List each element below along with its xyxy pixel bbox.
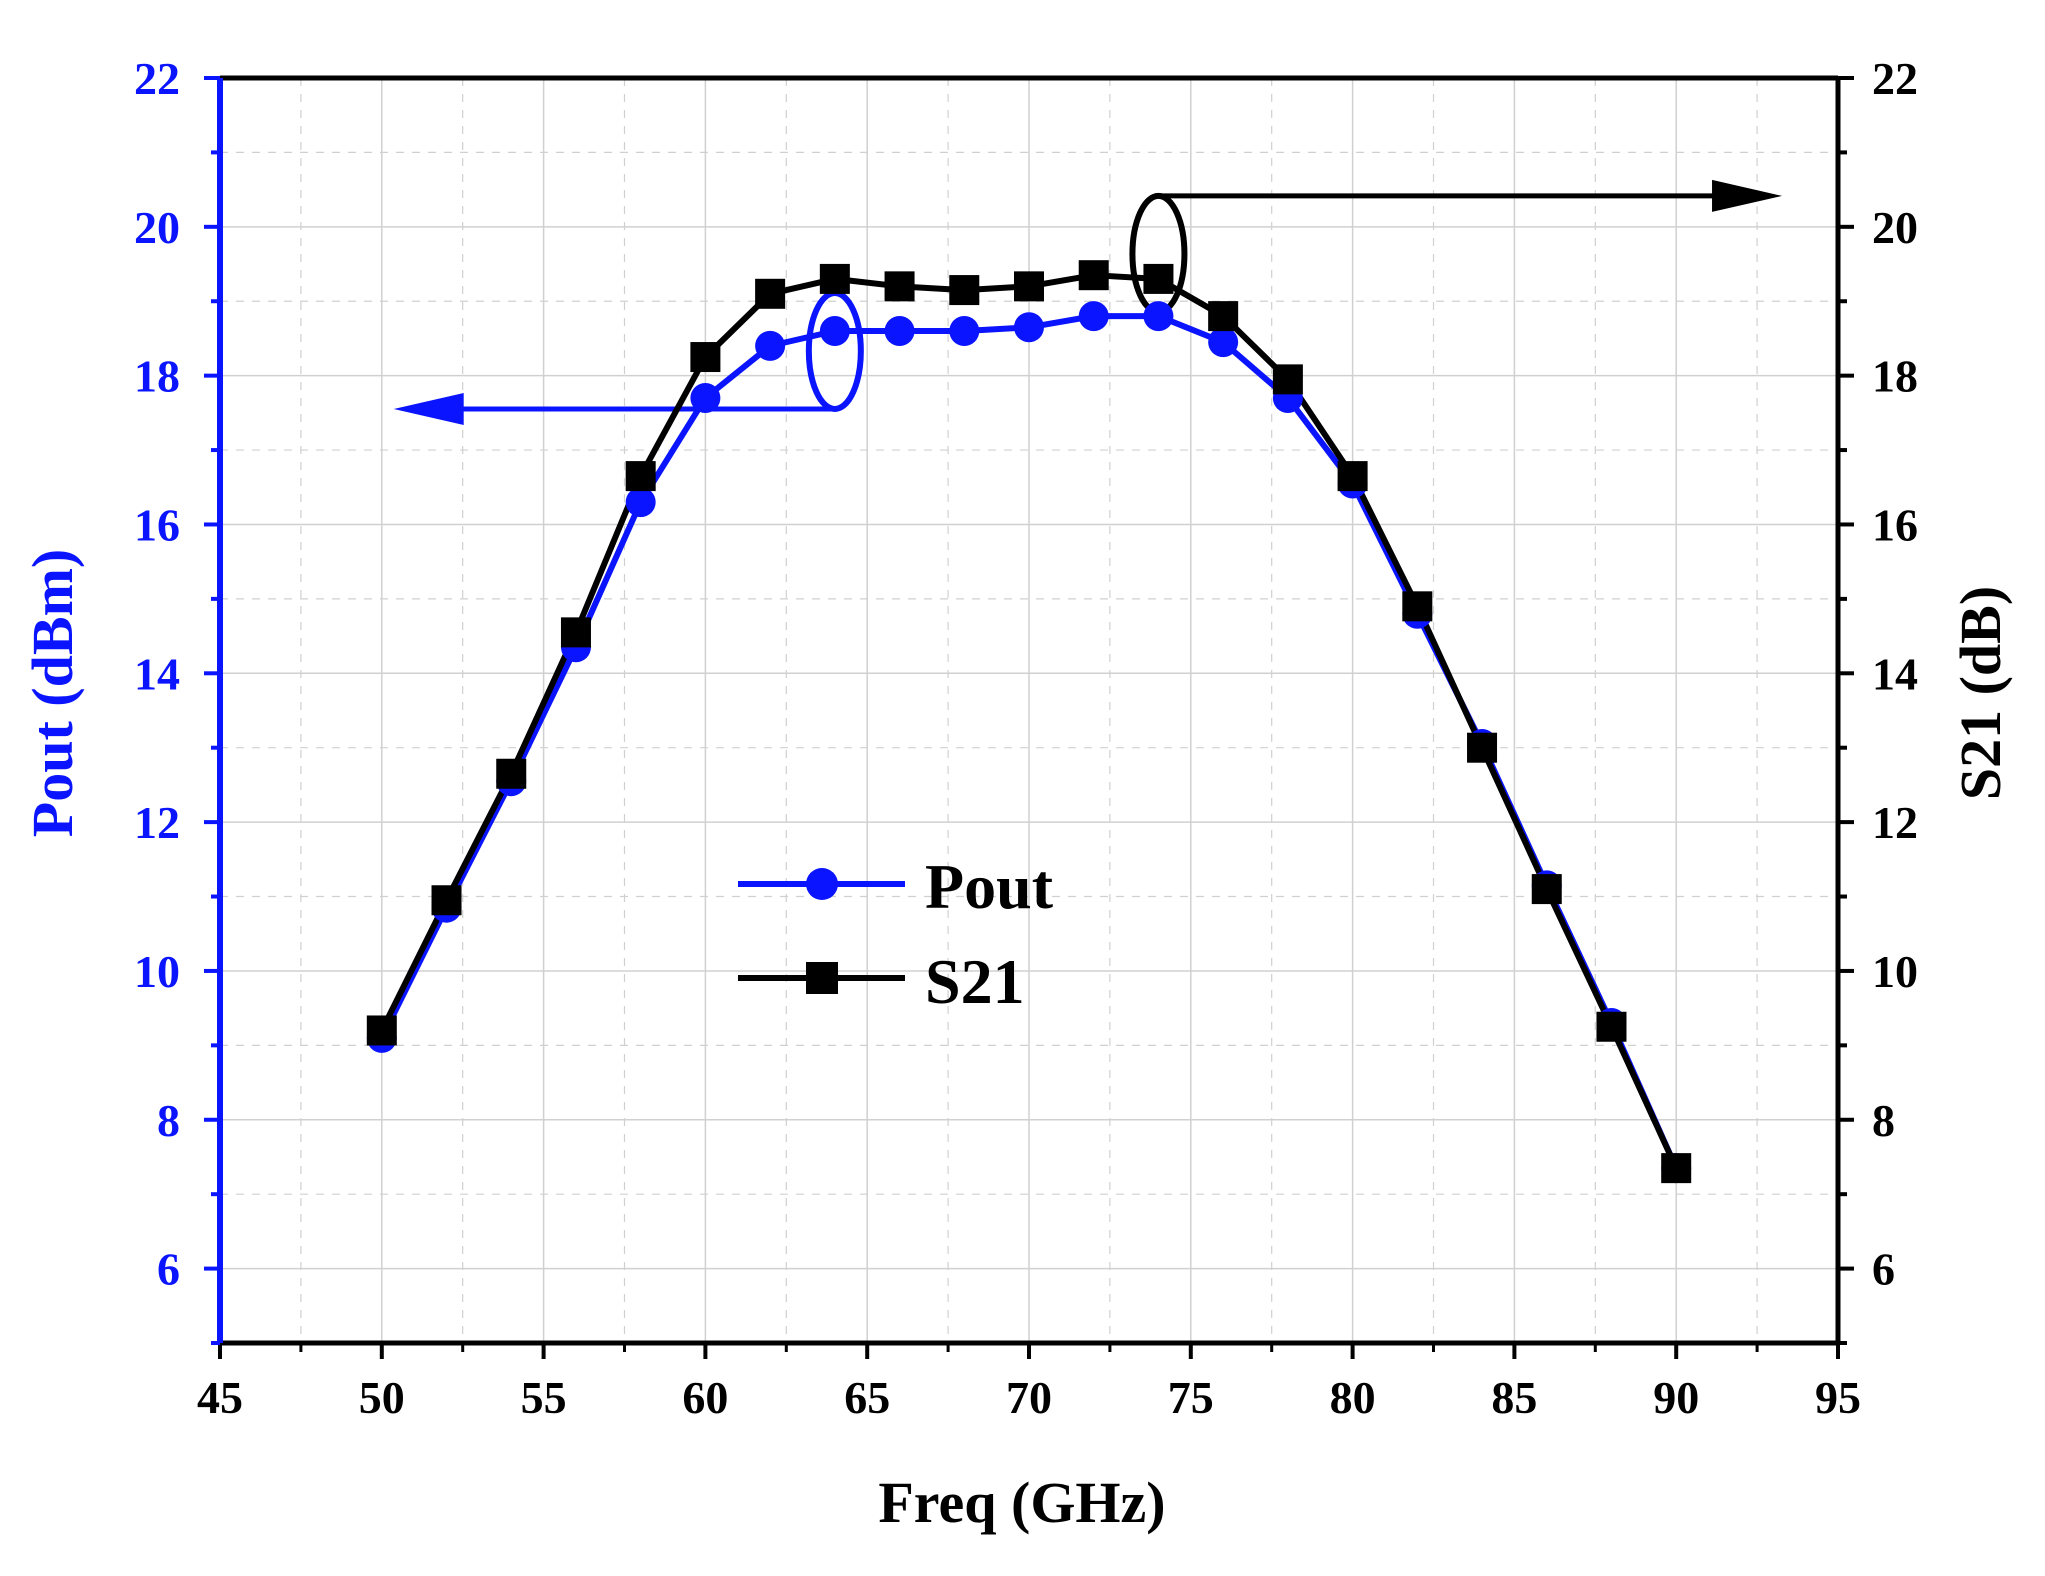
y-tick-label-left: 6 (157, 1244, 180, 1295)
y-tick-label-left: 18 (134, 351, 180, 402)
series (366, 260, 1692, 1184)
data-point-s21 (1337, 461, 1368, 492)
y-tick-label-right: 16 (1872, 499, 1918, 550)
data-point-s21 (1143, 263, 1174, 294)
data-point-s21 (1531, 874, 1562, 905)
y-tick-label-left: 12 (134, 797, 180, 848)
x-tick-label: 65 (844, 1372, 890, 1423)
data-point-pout (625, 487, 656, 518)
x-axis-title: Freq (GHz) (878, 1470, 1165, 1535)
data-point-s21 (1014, 271, 1044, 302)
data-point-s21 (1078, 260, 1109, 291)
x-tick-label: 70 (1006, 1372, 1052, 1423)
legend-marker-s21 (806, 962, 838, 994)
data-point-s21 (1272, 364, 1303, 395)
y-axis-title-right: S21 (dB) (1948, 586, 2013, 800)
axes (204, 75, 1854, 1359)
legend-label-s21: S21 (925, 946, 1025, 1017)
legend-label-pout: Pout (925, 851, 1054, 922)
y-tick-label-left: 14 (134, 648, 180, 699)
legend-marker-pout (806, 868, 838, 900)
data-point-s21 (819, 263, 850, 294)
y-tick-label-right: 22 (1872, 53, 1918, 104)
data-point-pout (755, 330, 786, 361)
data-point-s21 (625, 461, 656, 492)
y-tick-label-left: 22 (134, 53, 180, 104)
data-point-s21 (1467, 732, 1498, 763)
x-tick-label: 45 (197, 1372, 243, 1423)
data-point-pout (884, 316, 915, 346)
data-point-pout (690, 382, 721, 413)
y-tick-label-left: 20 (134, 202, 180, 253)
annotation-ellipse-pout (805, 290, 864, 412)
x-tick-label: 80 (1330, 1372, 1376, 1423)
data-point-s21 (431, 885, 462, 916)
annotation-ellipse-s21 (1129, 192, 1188, 315)
data-point-pout (1143, 301, 1174, 332)
data-point-pout (949, 316, 980, 346)
x-tick-label: 95 (1815, 1372, 1861, 1423)
data-point-s21 (1208, 301, 1239, 332)
data-point-pout (1078, 301, 1109, 332)
x-tick-label: 85 (1491, 1372, 1537, 1423)
y-tick-label-left: 8 (157, 1095, 180, 1146)
legend: Pout S21 (738, 851, 1054, 1017)
data-point-pout (819, 316, 850, 346)
data-point-s21 (884, 271, 915, 302)
y-tick-label-right: 8 (1872, 1095, 1895, 1146)
data-point-pout (1208, 327, 1239, 358)
y-tick-label-right: 6 (1872, 1244, 1895, 1295)
tick-labels: 45 50 55 60 65 70 75 80 85 90 95 6 8 10 12 14 16 18 20 22 6 8… (134, 53, 1918, 1423)
data-point-s21 (1596, 1011, 1627, 1042)
x-tick-label: 60 (682, 1372, 728, 1423)
y-tick-label-left: 10 (134, 946, 180, 997)
data-point-s21 (949, 275, 980, 306)
y-tick-label-right: 18 (1872, 351, 1918, 402)
grid (219, 77, 1839, 1343)
annotation-arrowhead-pout (393, 393, 464, 425)
data-point-s21 (1661, 1153, 1692, 1184)
y-tick-label-right: 14 (1872, 648, 1918, 699)
data-point-s21 (366, 1015, 397, 1046)
data-point-s21 (496, 758, 527, 789)
annotation-arrowhead-s21 (1712, 179, 1783, 212)
y-axis-title-left: Pout (dBm) (20, 549, 85, 837)
y-tick-label-left: 16 (134, 499, 180, 550)
data-point-s21 (560, 617, 591, 648)
y-tick-label-right: 10 (1872, 946, 1918, 997)
y-tick-label-right: 20 (1872, 202, 1918, 253)
data-point-pout (1014, 312, 1044, 343)
x-tick-label: 55 (521, 1372, 567, 1423)
x-tick-label: 90 (1653, 1372, 1699, 1423)
y-tick-label-right: 12 (1872, 797, 1918, 848)
data-point-s21 (1402, 591, 1433, 622)
x-tick-label: 50 (359, 1372, 405, 1423)
data-point-s21 (755, 278, 786, 309)
data-point-s21 (690, 342, 721, 373)
x-tick-label: 75 (1168, 1372, 1214, 1423)
